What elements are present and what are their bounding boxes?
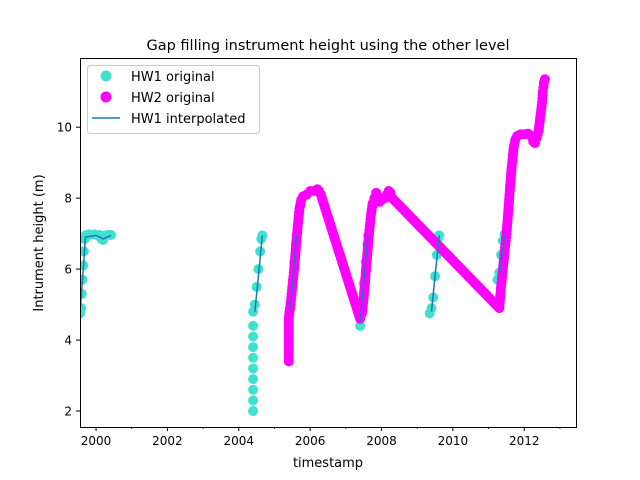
interpolated-line-segment xyxy=(254,235,264,312)
x-tick-label: 2008 xyxy=(366,434,397,448)
interpolated-line-segment xyxy=(289,235,298,309)
x-tick-label: 2012 xyxy=(509,434,540,448)
axes-frame xyxy=(80,58,577,428)
data-point xyxy=(248,374,259,385)
data-point xyxy=(106,230,117,241)
legend-marker-hw2 xyxy=(100,91,112,103)
legend-label-hw2: HW2 original xyxy=(131,91,215,106)
interpolated-line-segment xyxy=(359,235,369,323)
data-point xyxy=(248,320,259,331)
y-tick-label: 6 xyxy=(64,263,72,277)
x-tick-label: 2004 xyxy=(224,434,255,448)
data-point xyxy=(355,320,366,331)
legend-marker-hw1 xyxy=(100,70,112,82)
data-point xyxy=(248,352,259,363)
y-tick-label: 8 xyxy=(64,192,72,206)
x-tick-label: 2000 xyxy=(81,434,112,448)
x-axis-label: timestamp xyxy=(293,456,363,471)
series-2 xyxy=(283,74,550,367)
data-point xyxy=(248,384,259,395)
data-point xyxy=(80,303,87,314)
chart-title: Gap filling instrument height using the … xyxy=(146,38,509,54)
y-tick-label: 2 xyxy=(64,405,72,419)
legend-box xyxy=(87,65,260,134)
legend-label-interp: HW1 interpolated xyxy=(131,112,245,127)
axes xyxy=(80,58,577,428)
data-point xyxy=(248,406,259,417)
interpolated-line-segment xyxy=(430,235,441,312)
y-tick-label: 10 xyxy=(57,121,72,135)
x-axis-ticks: 2000 2002 2004 2006 2008 2010 2012 xyxy=(81,427,561,448)
x-tick-label: 2010 xyxy=(438,434,469,448)
plot-area xyxy=(80,74,550,417)
data-point xyxy=(248,342,259,353)
plot-series xyxy=(80,74,550,417)
legend: HW1 original HW2 original HW1 interpolat… xyxy=(87,65,260,134)
x-tick-label: 2006 xyxy=(295,434,326,448)
x-tick-label: 2002 xyxy=(152,434,183,448)
y-axis-ticks: 2 4 6 8 10 xyxy=(57,121,80,419)
series-3 xyxy=(80,234,506,323)
data-point xyxy=(248,395,259,406)
data-point xyxy=(248,363,259,374)
data-point xyxy=(539,74,550,85)
data-point xyxy=(248,331,259,342)
interpolated-line-segment xyxy=(498,235,506,277)
interpolated-line-segment xyxy=(80,234,112,314)
y-axis-label: Intrument height (m) xyxy=(32,174,47,311)
legend-label-hw1: HW1 original xyxy=(131,70,215,85)
y-tick-label: 4 xyxy=(64,334,72,348)
